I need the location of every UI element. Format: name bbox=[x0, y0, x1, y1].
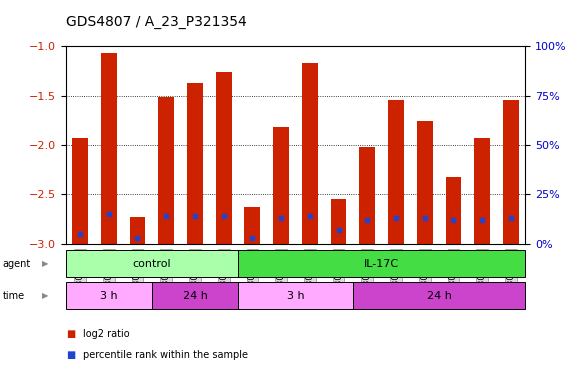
Text: 3 h: 3 h bbox=[287, 291, 304, 301]
Bar bbox=[331, 199, 347, 244]
Bar bbox=[388, 101, 404, 244]
Text: GDS4807 / A_23_P321354: GDS4807 / A_23_P321354 bbox=[66, 15, 247, 28]
Text: time: time bbox=[3, 291, 25, 301]
Bar bbox=[353, 282, 525, 309]
Bar bbox=[302, 63, 317, 244]
Bar bbox=[238, 282, 353, 309]
Text: ■: ■ bbox=[66, 350, 75, 360]
Bar bbox=[66, 282, 152, 309]
Bar bbox=[66, 250, 238, 277]
Bar bbox=[72, 138, 88, 244]
Bar bbox=[445, 177, 461, 244]
Bar bbox=[158, 98, 174, 244]
Text: ▶: ▶ bbox=[42, 259, 48, 268]
Text: control: control bbox=[132, 259, 171, 269]
Text: percentile rank within the sample: percentile rank within the sample bbox=[83, 350, 248, 360]
Bar bbox=[475, 138, 490, 244]
Bar bbox=[417, 121, 433, 244]
Text: log2 ratio: log2 ratio bbox=[83, 329, 130, 339]
Bar bbox=[274, 127, 289, 244]
Text: ▶: ▶ bbox=[42, 291, 48, 300]
Bar bbox=[130, 217, 146, 244]
Bar bbox=[503, 101, 519, 244]
Text: agent: agent bbox=[3, 259, 31, 269]
Text: IL-17C: IL-17C bbox=[364, 259, 399, 269]
Bar bbox=[216, 72, 232, 244]
Bar bbox=[187, 83, 203, 244]
Text: 24 h: 24 h bbox=[427, 291, 452, 301]
Text: 3 h: 3 h bbox=[100, 291, 118, 301]
Bar bbox=[244, 207, 260, 244]
Bar bbox=[359, 147, 375, 244]
Bar bbox=[101, 53, 116, 244]
Bar bbox=[152, 282, 238, 309]
Bar bbox=[238, 250, 525, 277]
Text: 24 h: 24 h bbox=[183, 291, 207, 301]
Text: ■: ■ bbox=[66, 329, 75, 339]
